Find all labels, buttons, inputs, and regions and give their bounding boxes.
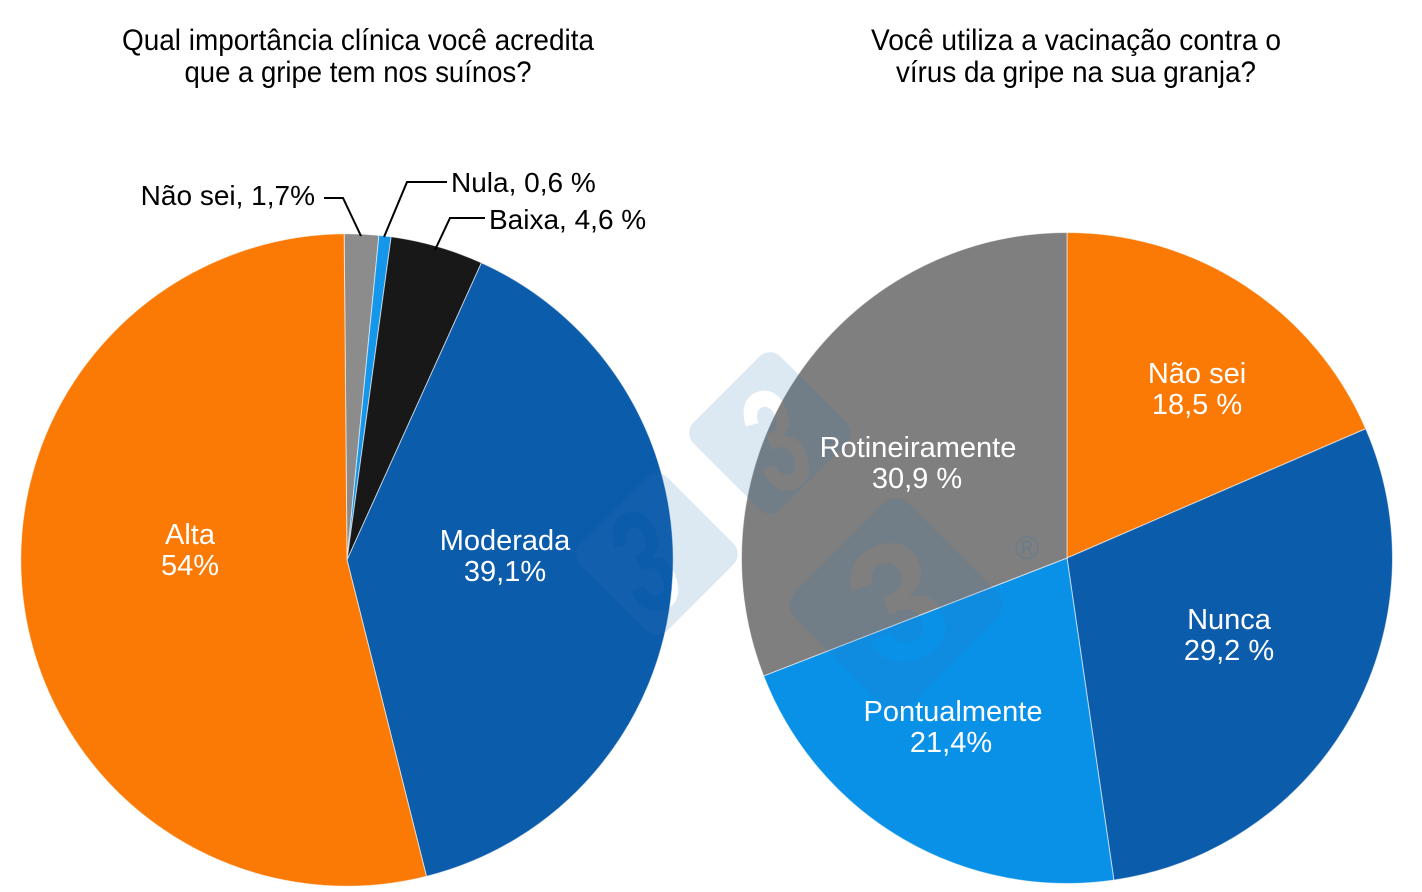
svg-text:54%: 54% bbox=[161, 550, 219, 582]
svg-text:29,2 %: 29,2 % bbox=[1184, 635, 1274, 667]
svg-text:vírus da gripe na sua granja?: vírus da gripe na sua granja? bbox=[896, 56, 1256, 89]
svg-text:Você utiliza a vacinação contr: Você utiliza a vacinação contra o bbox=[871, 24, 1281, 57]
svg-text:Pontualmente: Pontualmente bbox=[864, 696, 1043, 728]
svg-text:®: ® bbox=[1015, 529, 1039, 566]
svg-text:30,9 %: 30,9 % bbox=[872, 463, 962, 495]
svg-text:que a gripe tem nos suínos?: que a gripe tem nos suínos? bbox=[185, 56, 532, 89]
svg-text:21,4%: 21,4% bbox=[910, 727, 992, 759]
svg-text:Qual importância clínica você: Qual importância clínica você acredita bbox=[122, 24, 594, 57]
svg-text:Alta: Alta bbox=[165, 519, 216, 551]
svg-text:Moderada: Moderada bbox=[440, 525, 571, 557]
svg-text:Não sei: Não sei bbox=[1148, 358, 1246, 390]
svg-text:Nunca: Nunca bbox=[1187, 604, 1272, 636]
svg-text:Rotineiramente: Rotineiramente bbox=[820, 432, 1017, 464]
svg-text:39,1%: 39,1% bbox=[464, 556, 546, 588]
svg-text:Não sei, 1,7%: Não sei, 1,7% bbox=[141, 180, 315, 211]
svg-text:18,5 %: 18,5 % bbox=[1152, 389, 1242, 421]
svg-text:Nula, 0,6 %: Nula, 0,6 % bbox=[451, 167, 596, 198]
svg-text:Baixa, 4,6 %: Baixa, 4,6 % bbox=[489, 204, 646, 235]
